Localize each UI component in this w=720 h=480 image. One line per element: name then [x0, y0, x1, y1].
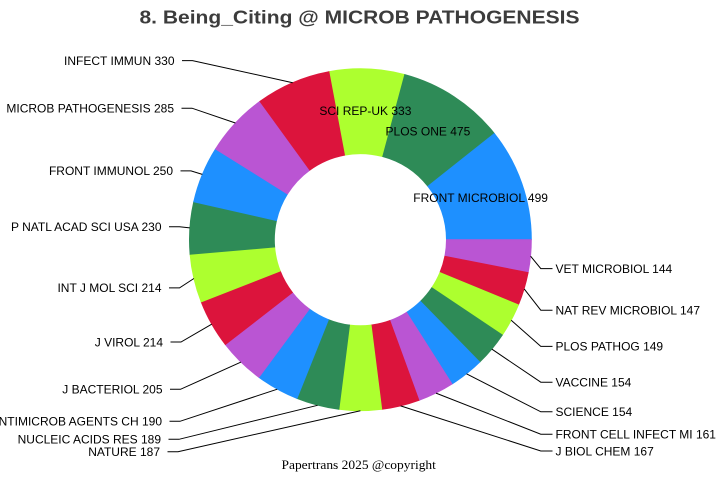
svg-text:J VIROL 214: J VIROL 214: [95, 335, 164, 349]
svg-text:8. Being_Citing @ MICROB PATHO: 8. Being_Citing @ MICROB PATHOGENESIS: [140, 7, 580, 27]
svg-text:ANTIMICROB AGENTS CH 190: ANTIMICROB AGENTS CH 190: [0, 415, 162, 429]
svg-text:NATURE 187: NATURE 187: [88, 445, 160, 459]
svg-text:SCI REP-UK 333: SCI REP-UK 333: [319, 104, 411, 118]
svg-text:PLOS PATHOG 149: PLOS PATHOG 149: [556, 340, 664, 354]
svg-text:J BACTERIOL 205: J BACTERIOL 205: [62, 383, 163, 397]
svg-text:P NATL ACAD SCI USA 230: P NATL ACAD SCI USA 230: [11, 220, 162, 234]
svg-text:FRONT IMMUNOL 250: FRONT IMMUNOL 250: [49, 164, 173, 178]
svg-text:J BIOL CHEM 167: J BIOL CHEM 167: [556, 444, 655, 458]
svg-text:INFECT IMMUN 330: INFECT IMMUN 330: [64, 54, 175, 68]
svg-text:Papertrans 2025 @copyright: Papertrans 2025 @copyright: [282, 457, 437, 472]
svg-text:NUCLEIC ACIDS RES 189: NUCLEIC ACIDS RES 189: [18, 433, 162, 447]
svg-text:VACCINE 154: VACCINE 154: [556, 376, 632, 390]
svg-text:SCIENCE 154: SCIENCE 154: [556, 405, 633, 419]
svg-text:PLOS ONE 475: PLOS ONE 475: [386, 124, 471, 138]
svg-text:NAT REV MICROBIOL 147: NAT REV MICROBIOL 147: [556, 304, 701, 318]
svg-text:MICROB PATHOGENESIS 285: MICROB PATHOGENESIS 285: [6, 102, 174, 116]
svg-text:FRONT CELL INFECT MI 161: FRONT CELL INFECT MI 161: [556, 428, 717, 442]
svg-text:INT J MOL SCI 214: INT J MOL SCI 214: [57, 281, 161, 295]
svg-text:FRONT MICROBIOL 499: FRONT MICROBIOL 499: [413, 191, 548, 205]
svg-text:VET MICROBIOL 144: VET MICROBIOL 144: [556, 262, 673, 276]
